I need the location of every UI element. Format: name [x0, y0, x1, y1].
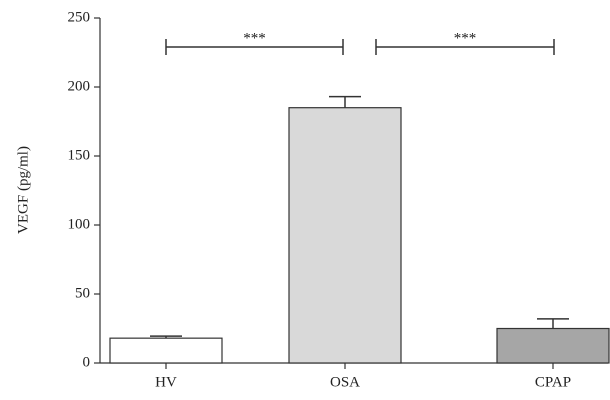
significance-label: ***: [243, 30, 266, 46]
error-bar: [537, 318, 569, 329]
y-tick-label: 50: [75, 285, 90, 301]
y-tick-label: 0: [83, 354, 91, 370]
x-tick-label: HV: [155, 374, 177, 390]
y-tick-label: 200: [68, 78, 91, 94]
significance-bracket: [375, 39, 555, 55]
x-tick-label: CPAP: [535, 374, 571, 390]
y-tick-label: 150: [68, 147, 91, 163]
y-tick-label: 100: [68, 216, 91, 232]
error-bar: [150, 335, 182, 339]
bar: [288, 107, 402, 364]
x-tick-label: OSA: [330, 374, 360, 390]
error-bar: [329, 95, 361, 108]
significance-label: ***: [454, 30, 477, 46]
bar: [109, 337, 223, 364]
y-tick-label: 250: [68, 9, 91, 25]
bar: [496, 327, 610, 364]
y-axis-label: VEGF (pg/ml): [15, 146, 31, 234]
significance-bracket: [165, 39, 344, 55]
